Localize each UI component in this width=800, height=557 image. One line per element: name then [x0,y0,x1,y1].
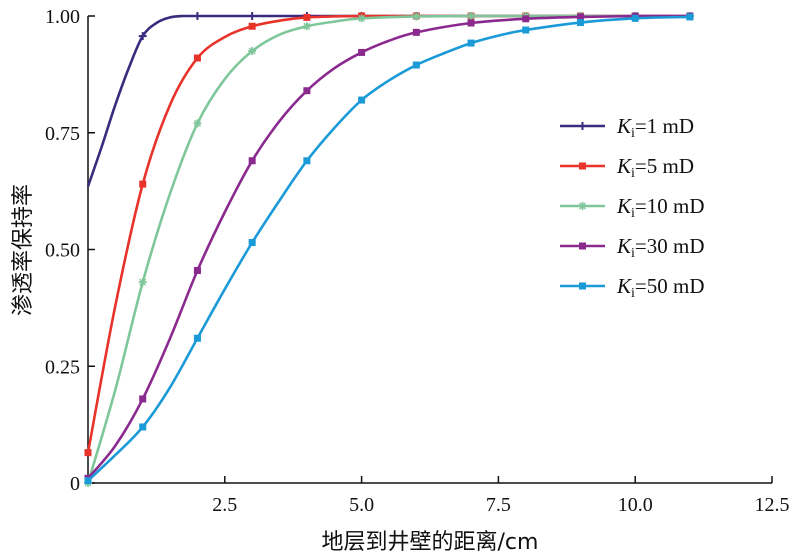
y-tick-label: 0.50 [45,240,80,262]
x-axis-title: 地层到井壁的距离/cm [322,530,539,555]
legend-marker [579,162,586,170]
data-point [138,32,147,41]
data-point [248,157,256,165]
marker-stroke [248,47,256,55]
data-point [303,13,311,21]
legend-marker [579,282,586,290]
y-tick-label: 1.00 [45,6,80,28]
data-point [302,22,311,31]
marker-stroke [467,12,475,20]
marker-stroke [193,119,201,127]
legend-entry-4: Ki=30 mD [560,234,705,261]
marker-stroke [412,12,420,20]
data-point [576,19,584,27]
data-point [522,15,530,23]
y-tick-label: 0.75 [45,123,80,145]
data-point [357,14,366,23]
data-point [467,19,475,27]
data-point [193,119,202,128]
data-point [303,157,311,165]
series-3 [84,12,694,487]
data-point [138,278,147,287]
legend-marker [579,242,586,250]
data-point [248,12,257,20]
data-point [412,12,421,21]
data-point [193,334,201,342]
marker-stroke [139,278,147,286]
legend: Ki=1 mD Ki=5 mD Ki=10 mD Ki=30 mD Ki=50 mD [560,114,705,301]
x-tick-label: 10.0 [618,494,653,516]
legend-entry-5: Ki=50 mD [560,274,705,301]
data-point [358,96,366,104]
y-tick-label: 0 [70,473,80,495]
legend-marker [578,122,587,130]
data-point [139,423,147,431]
data-point [248,22,256,30]
legend-entry-2: Ki=5 mD [560,154,694,181]
data-point [139,395,147,403]
marker-stroke [579,202,586,210]
legend-entry-1: Ki=1 mD [560,114,694,141]
legend-marker [578,202,587,210]
data-point [248,47,257,56]
marker-stroke [303,22,311,30]
data-point [631,14,639,22]
data-point [576,13,584,21]
axes: 2.5 5.0 7.5 10.0 12.5 0 0.25 0.50 0.75 1.00 [45,6,790,516]
data-point [248,238,256,246]
data-point [193,12,202,20]
data-point [412,61,420,69]
data-point [412,28,420,36]
legend-label: Ki=10 mD [616,194,705,221]
series-1 [86,12,694,187]
data-point [303,87,311,95]
data-point [522,26,530,34]
data-point [467,12,476,20]
legend-entry-3: Ki=10 mD [560,194,705,221]
x-tick-label: 7.5 [486,494,511,516]
y-axis-title: 渗透率保持率 [11,184,36,316]
series-line [86,14,690,484]
series-layer [84,12,694,487]
data-point [84,449,92,457]
data-point [193,267,201,275]
x-tick-label: 2.5 [212,494,237,516]
x-tick-label: 5.0 [349,494,374,516]
data-point [686,13,694,21]
y-tick-label: 0.25 [45,356,80,378]
data-point [193,54,201,62]
data-point [84,477,92,485]
legend-label: Ki=30 mD [616,234,705,261]
legend-label: Ki=1 mD [616,114,694,141]
series-5 [84,13,694,485]
marker-stroke [358,14,366,22]
data-point [139,180,147,188]
data-point [358,48,366,56]
legend-label: Ki=50 mD [616,274,705,301]
data-point [467,39,475,47]
legend-label: Ki=5 mD [616,154,694,181]
x-tick-label: 12.5 [755,494,790,516]
